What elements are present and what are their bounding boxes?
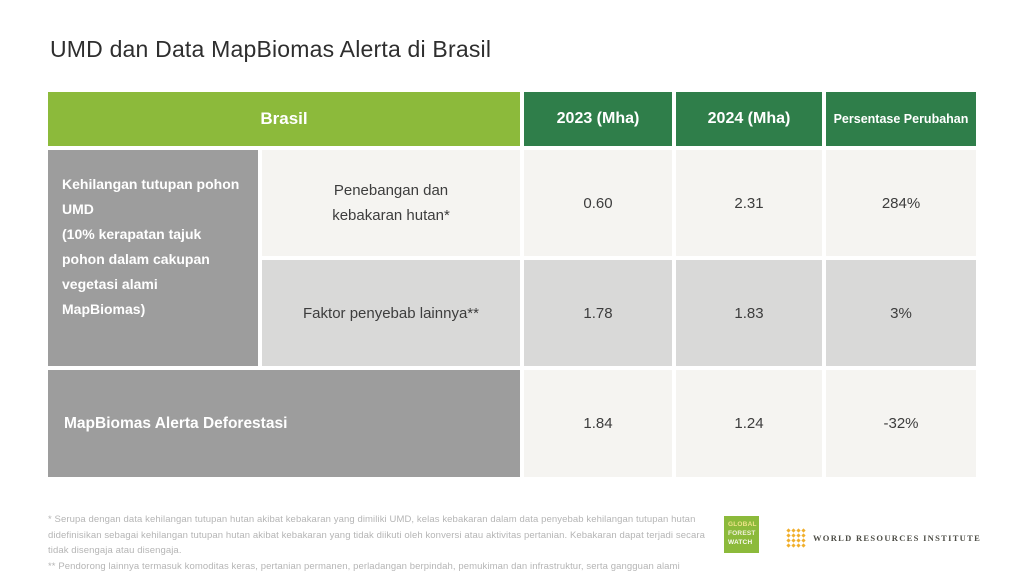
header-region: Brasil xyxy=(48,92,520,146)
row1-percent-change: 284% xyxy=(826,150,976,256)
row2-label: Faktor penyebab lainnya** xyxy=(262,260,520,366)
umd-group-line1: Kehilangan tutupan pohon UMD xyxy=(62,176,240,217)
row1-value-2024: 2.31 xyxy=(676,150,822,256)
row3-value-2023: 1.84 xyxy=(524,370,672,477)
world-resources-institute-logo: WORLD RESOURCES INSTITUTE xyxy=(786,528,981,548)
gfw-logo-line2: FOREST xyxy=(728,529,756,537)
data-table: Brasil 2023 (Mha) 2024 (Mha) Persentase … xyxy=(48,92,976,477)
row3-label: MapBiomas Alerta Deforestasi xyxy=(48,370,520,477)
wri-logo-text: WORLD RESOURCES INSTITUTE xyxy=(813,533,982,543)
footnote-other-drivers: ** Pendorong lainnya termasuk komoditas … xyxy=(48,561,680,573)
gfw-logo-line3: WATCH xyxy=(728,538,753,546)
row3-value-2024: 1.24 xyxy=(676,370,822,477)
header-2024: 2024 (Mha) xyxy=(676,92,822,146)
header-percent-change: Persentase Perubahan xyxy=(826,92,976,146)
row1-label: Penebangan dan kebakaran hutan* xyxy=(332,181,450,225)
row2-value-2023: 1.78 xyxy=(524,260,672,366)
umd-group-cell: Kehilangan tutupan pohon UMD (10% kerapa… xyxy=(48,150,258,366)
gfw-logo-line1: GLOBAL xyxy=(728,521,757,528)
row1-value-2023: 0.60 xyxy=(524,150,672,256)
wri-diamond-grid-icon xyxy=(786,528,806,548)
global-forest-watch-logo: GLOBAL FOREST WATCH xyxy=(724,516,759,553)
row3-percent-change: -32% xyxy=(826,370,976,477)
header-2023: 2023 (Mha) xyxy=(524,92,672,146)
row1-label-cell: Penebangan dan kebakaran hutan* xyxy=(262,150,520,256)
row2-value-2024: 1.83 xyxy=(676,260,822,366)
page-title: UMD dan Data MapBiomas Alerta di Brasil xyxy=(50,36,492,62)
footnote-fire-definition: * Serupa dengan data kehilangan tutupan … xyxy=(48,514,705,557)
umd-group-line2: (10% kerapatan tajuk pohon dalam cakupan… xyxy=(62,225,210,317)
row2-percent-change: 3% xyxy=(826,260,976,366)
footnotes: * Serupa dengan data kehilangan tutupan … xyxy=(48,512,708,576)
